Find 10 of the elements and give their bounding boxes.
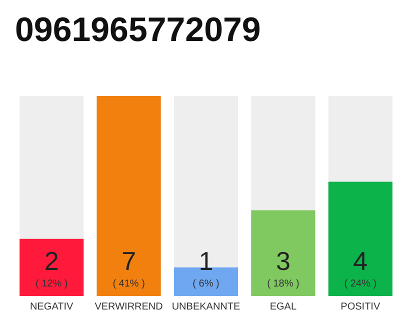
data-label: 4 ( 24% ) [344,246,377,290]
data-label: 3 ( 18% ) [267,246,300,290]
x-tick-label: VERWIRREND [94,302,163,312]
chart-title: 0961965772079 [15,11,261,49]
data-label: 7 ( 41% ) [112,246,145,290]
data-label: 2 ( 12% ) [35,246,68,290]
x-tick-label: POSITIV [340,302,380,312]
x-tick-label: UNBEKANNTE [172,302,240,312]
x-tick-label: NEGATIV [30,302,74,312]
x-tick-label: EGAL [270,302,297,312]
